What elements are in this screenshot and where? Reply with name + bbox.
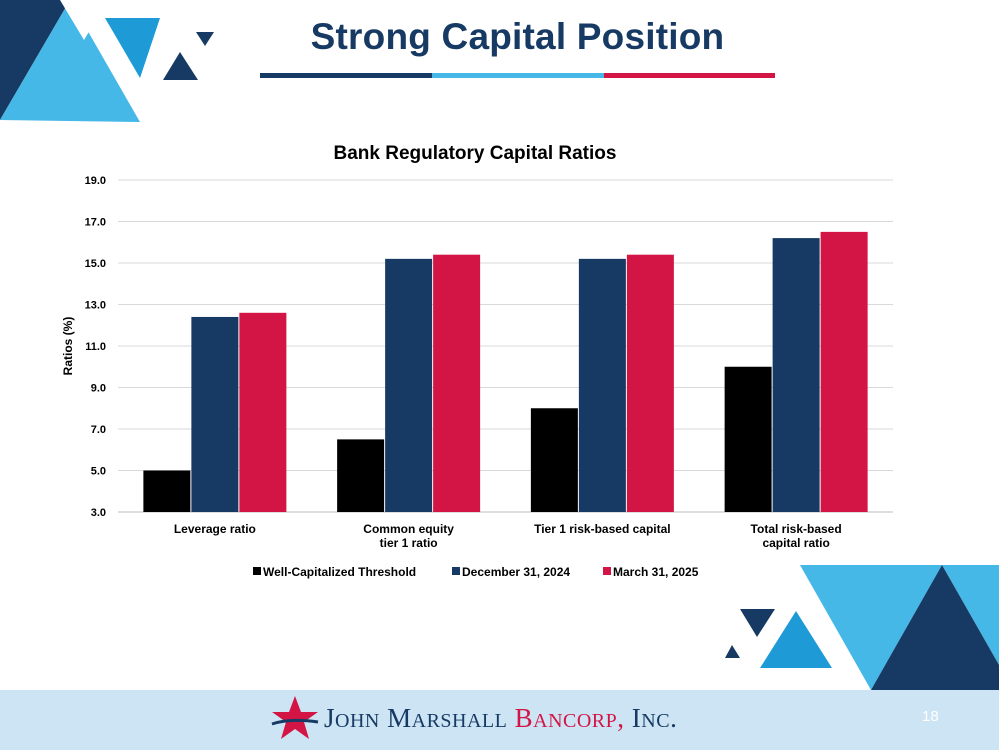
bar	[626, 254, 674, 512]
page-title: Strong Capital Position	[310, 16, 725, 57]
title-rule-navy	[260, 73, 432, 78]
y-tick-label: 19.0	[85, 175, 106, 187]
legend-label: December 31, 2024	[462, 565, 570, 579]
company-name: JOHN MARSHALL BANCORP, INC.	[324, 703, 677, 734]
chart-title: Bank Regulatory Capital Ratios	[334, 143, 617, 164]
x-tick-label: Leverage ratio	[174, 522, 256, 536]
x-tick-labels: Leverage ratio Common equity tier 1 ratio T…	[174, 522, 842, 550]
company-logo: JOHN MARSHALL BANCORP, INC.	[270, 692, 677, 744]
x-tick-label: Common equity tier 1 ratio	[363, 522, 454, 550]
footer-band	[0, 690, 999, 750]
title-rule-blue	[432, 73, 604, 78]
decorative-triangles-top-left	[0, 0, 214, 122]
x-tick-label: Total risk-based capital ratio	[751, 522, 842, 550]
bar	[337, 439, 385, 512]
y-tick-label: 15.0	[85, 258, 106, 270]
bar	[239, 312, 287, 512]
y-tick-label: 7.0	[91, 424, 106, 436]
legend-label: March 31, 2025	[613, 565, 699, 579]
legend-swatch	[603, 567, 611, 575]
capital-ratios-chart: Bank Regulatory Capital Ratios Ratios (%…	[61, 143, 893, 579]
y-axis-label: Ratios (%)	[61, 317, 75, 376]
legend-swatch	[253, 567, 261, 575]
bar	[578, 258, 626, 512]
x-tick-label: Tier 1 risk-based capital	[534, 522, 671, 536]
bar	[143, 470, 191, 512]
y-tick-label: 17.0	[85, 217, 106, 229]
legend-swatch	[452, 567, 460, 575]
y-tick-label: 13.0	[85, 300, 106, 312]
y-tick-label: 11.0	[85, 341, 106, 353]
legend-label: Well-Capitalized Threshold	[263, 565, 416, 579]
bar	[385, 258, 433, 512]
y-tick-label: 9.0	[91, 383, 106, 395]
company-name-last: MARSHALL	[387, 702, 508, 733]
y-tick-labels: 3.0 5.0 7.0 9.0 11.0 13.0 15.0 17.0 19.0	[85, 175, 106, 519]
title-rule-red	[604, 73, 775, 78]
company-name-first: JOHN	[324, 702, 380, 733]
y-tick-label: 3.0	[91, 507, 106, 519]
company-name-inc: INC.	[631, 702, 678, 733]
bar	[530, 408, 578, 512]
y-tick-label: 5.0	[91, 466, 106, 478]
bar	[820, 231, 868, 512]
bar	[433, 254, 481, 512]
bar	[772, 238, 820, 512]
page-number: 18	[922, 708, 939, 725]
bars	[143, 231, 868, 512]
company-name-bancorp: BANCORP,	[514, 702, 625, 733]
legend: Well-Capitalized Threshold December 31, 2…	[253, 565, 699, 579]
bar	[724, 366, 772, 512]
bar	[191, 316, 239, 512]
star-icon	[271, 696, 319, 739]
